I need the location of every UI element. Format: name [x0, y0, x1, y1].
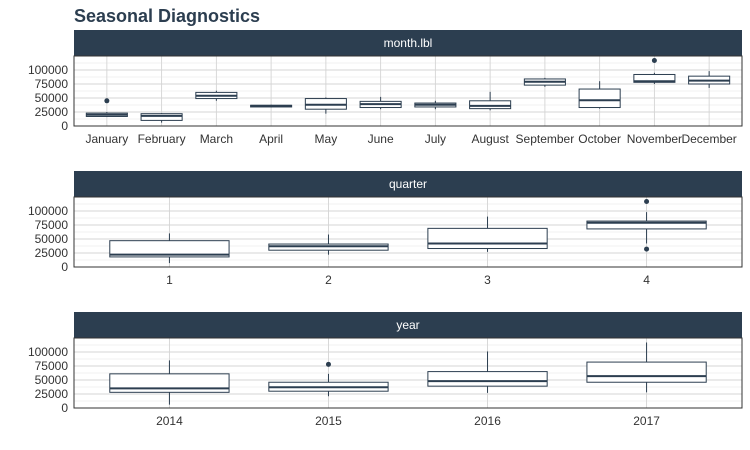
x-tick-label: March [200, 132, 233, 146]
box-october [578, 81, 621, 109]
outlier-point [325, 361, 331, 367]
box-body [578, 88, 621, 109]
panel-border [73, 337, 743, 409]
y-tick-label: 75000 [35, 218, 69, 232]
box-august [469, 91, 512, 111]
y-tick-label: 100000 [28, 204, 68, 218]
y-tick-label: 25000 [35, 387, 69, 401]
outlier-point [104, 98, 110, 104]
facet-strip-label: quarter [389, 177, 427, 191]
box-2016 [427, 351, 548, 393]
x-tick-label: August [471, 132, 509, 146]
x-tick-label: 3 [484, 273, 491, 287]
box-body [427, 227, 548, 250]
box-2014 [109, 360, 230, 405]
y-tick-label: 0 [61, 119, 68, 133]
y-tick-label: 0 [61, 401, 68, 415]
box-body [140, 113, 183, 121]
y-tick-label: 50000 [35, 232, 69, 246]
x-tick-label: February [138, 132, 186, 146]
box-april [250, 104, 293, 108]
panel-border [73, 196, 743, 268]
y-tick-label: 0 [61, 260, 68, 274]
box-body [109, 240, 230, 258]
x-tick-label: 2016 [474, 414, 501, 428]
x-tick-label: January [86, 132, 129, 146]
y-tick-label: 50000 [35, 373, 69, 387]
y-tick-label: 25000 [35, 105, 69, 119]
box-december [688, 71, 731, 88]
facet-strip [74, 30, 742, 56]
box-2 [268, 234, 389, 255]
y-tick-label: 100000 [28, 345, 68, 359]
outlier-point [644, 246, 650, 252]
y-tick-label: 50000 [35, 91, 69, 105]
box-body [109, 373, 230, 393]
y-tick-label: 75000 [35, 77, 69, 91]
box-1 [109, 233, 230, 264]
x-tick-label: November [627, 132, 682, 146]
facet-strip-label: month.lbl [384, 36, 433, 50]
x-tick-label: 2014 [156, 414, 183, 428]
y-tick-label: 75000 [35, 359, 69, 373]
y-tick-label: 25000 [35, 246, 69, 260]
box-january [85, 98, 128, 118]
box-february [140, 113, 183, 123]
y-tick-label: 100000 [28, 63, 68, 77]
box-july [414, 100, 457, 110]
x-tick-label: 2015 [315, 414, 342, 428]
facet-strip [74, 312, 742, 338]
box-june [359, 96, 402, 110]
box-march [195, 90, 238, 101]
x-tick-label: 4 [643, 273, 650, 287]
x-tick-label: July [425, 132, 446, 146]
x-tick-label: 1 [166, 273, 173, 287]
outlier-point [644, 198, 650, 204]
facet-strip [74, 171, 742, 197]
x-tick-label: October [578, 132, 621, 146]
chart-title: Seasonal Diagnostics [74, 6, 261, 26]
box-body [427, 371, 548, 387]
x-tick-label: September [516, 132, 575, 146]
box-september [523, 77, 566, 87]
x-tick-label: 2017 [633, 414, 660, 428]
x-tick-label: May [315, 132, 338, 146]
box-2017 [586, 342, 707, 393]
box-3 [427, 216, 548, 252]
x-tick-label: June [368, 132, 394, 146]
x-tick-label: December [681, 132, 736, 146]
box-body [586, 361, 707, 383]
outlier-point [651, 57, 657, 63]
box-body [586, 220, 707, 230]
x-tick-label: April [259, 132, 283, 146]
box-2015 [268, 361, 389, 397]
box-4 [586, 198, 707, 252]
facet-strip-label: year [396, 318, 419, 332]
box-may [304, 97, 347, 114]
panel-border [73, 55, 743, 127]
x-tick-label: 2 [325, 273, 332, 287]
box-body [633, 73, 676, 83]
box-body [469, 100, 512, 110]
box-november [633, 57, 676, 84]
